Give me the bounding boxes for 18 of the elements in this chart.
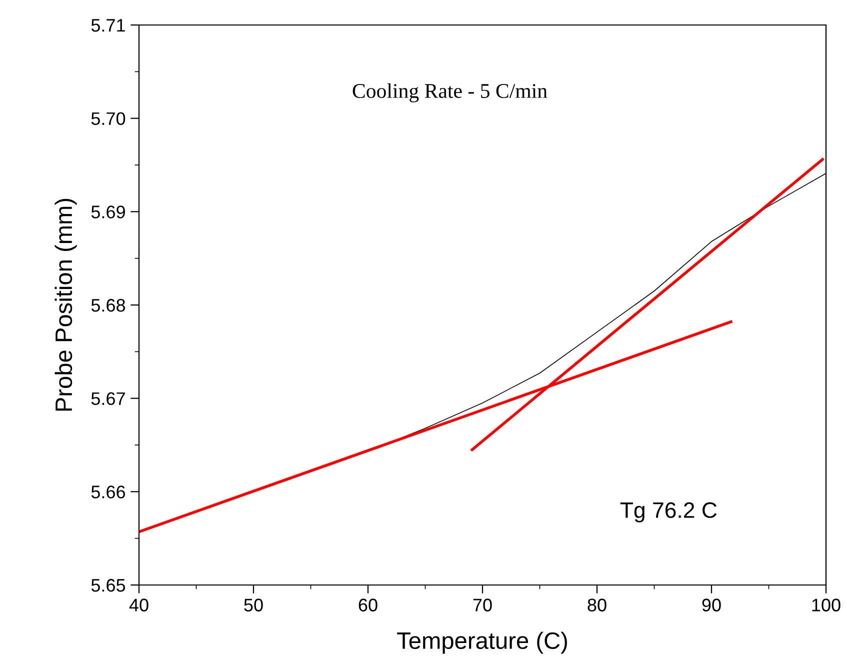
annotation: Cooling Rate - 5 C/min xyxy=(352,83,548,102)
x-tick-label: 50 xyxy=(244,598,263,612)
x-tick-label: 100 xyxy=(812,598,840,612)
x-axis-title: Temperature (C) xyxy=(397,632,567,654)
y-tick-label: 5.71 xyxy=(91,19,125,32)
y-tick-label: 5.65 xyxy=(91,578,126,592)
y-tick-label: 5.69 xyxy=(91,206,125,218)
y-tick-label: 5.66 xyxy=(91,486,126,498)
y-tick-label: 5.68 xyxy=(91,298,126,312)
y-tick-label: 5.67 xyxy=(91,392,125,406)
x-tick-label: 90 xyxy=(702,598,721,612)
y-axis-title: Probe Position (mm) xyxy=(54,198,77,411)
x-tick-label: 40 xyxy=(129,598,148,612)
y-tick-label: 5.70 xyxy=(91,112,126,126)
x-tick-label: 60 xyxy=(358,598,378,612)
annotation: Tg 76.2 C xyxy=(620,502,717,522)
x-tick-label: 80 xyxy=(588,598,606,612)
x-tick-label: 70 xyxy=(473,598,492,612)
